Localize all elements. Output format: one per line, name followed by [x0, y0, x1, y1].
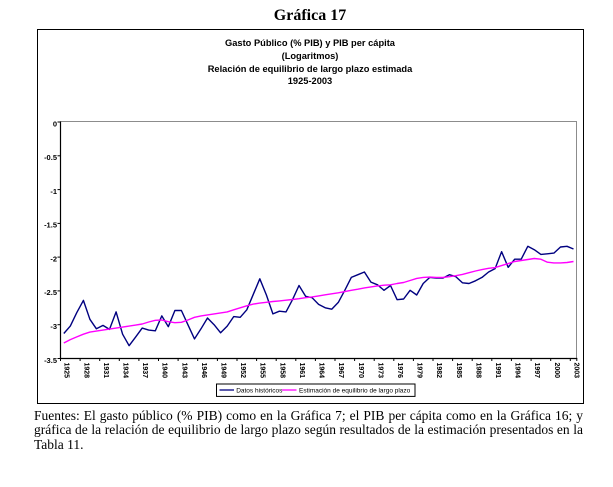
svg-text:1949: 1949 [220, 363, 227, 379]
svg-text:1943: 1943 [180, 363, 187, 379]
svg-text:1928: 1928 [82, 363, 89, 379]
svg-text:Datos históricos: Datos históricos [236, 387, 283, 394]
svg-text:1976: 1976 [396, 363, 403, 379]
svg-text:-3.5: -3.5 [44, 356, 57, 365]
svg-text:-2.5: -2.5 [44, 288, 57, 297]
svg-text:-3: -3 [50, 322, 57, 331]
svg-text:1946: 1946 [200, 363, 207, 379]
svg-text:1955: 1955 [259, 363, 266, 379]
svg-text:1925: 1925 [63, 363, 70, 379]
svg-text:-1: -1 [50, 187, 57, 196]
svg-text:1988: 1988 [474, 363, 481, 379]
svg-text:1940: 1940 [161, 363, 168, 379]
svg-text:1994: 1994 [514, 363, 521, 379]
svg-text:1937: 1937 [141, 363, 148, 379]
svg-text:2003: 2003 [572, 363, 579, 379]
svg-text:1967: 1967 [337, 363, 344, 379]
svg-text:1934: 1934 [122, 363, 129, 379]
svg-text:1991: 1991 [494, 363, 501, 379]
svg-text:0: 0 [53, 119, 57, 128]
svg-text:2000: 2000 [553, 363, 560, 379]
svg-text:-0.5: -0.5 [44, 153, 57, 162]
svg-text:-2: -2 [50, 254, 57, 263]
svg-text:1997: 1997 [533, 363, 540, 379]
svg-text:-1.5: -1.5 [44, 221, 57, 230]
svg-text:1970: 1970 [357, 363, 364, 379]
svg-text:1952: 1952 [239, 363, 246, 379]
svg-text:1973: 1973 [376, 363, 383, 379]
svg-text:1982: 1982 [435, 363, 442, 379]
svg-text:1985: 1985 [455, 363, 462, 379]
svg-text:1961: 1961 [298, 363, 305, 379]
svg-text:Estimación de equilibrio de la: Estimación de equilibrio de largo plazo [299, 387, 411, 394]
svg-text:1931: 1931 [102, 363, 109, 379]
svg-text:1958: 1958 [278, 363, 285, 379]
svg-text:1964: 1964 [318, 363, 325, 379]
svg-text:1979: 1979 [416, 363, 423, 379]
